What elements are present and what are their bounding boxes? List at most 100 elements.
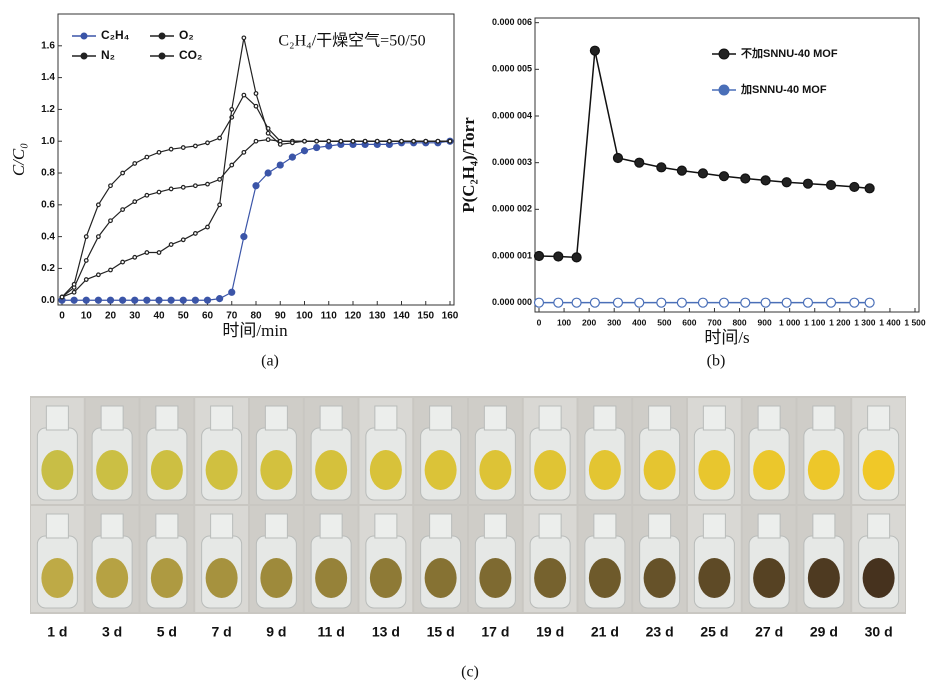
data-point bbox=[314, 138, 320, 144]
jar-photo bbox=[304, 398, 358, 504]
x-tick-label: 140 bbox=[393, 311, 410, 322]
legend-marker bbox=[80, 32, 88, 40]
data-point bbox=[676, 165, 687, 176]
data-point bbox=[167, 296, 175, 304]
data-point bbox=[108, 218, 113, 224]
day-label: 23 d bbox=[646, 624, 674, 640]
data-point bbox=[71, 289, 77, 295]
data-point bbox=[447, 138, 453, 144]
data-point bbox=[740, 173, 751, 184]
banana bbox=[96, 450, 129, 490]
x-tick-label: 60 bbox=[202, 311, 214, 322]
data-point bbox=[849, 297, 860, 308]
x-tick-label: 50 bbox=[178, 311, 190, 322]
banana bbox=[862, 450, 895, 490]
jar-neck bbox=[867, 513, 891, 539]
data-point bbox=[411, 138, 417, 144]
jar-neck bbox=[483, 405, 507, 431]
jar-photo bbox=[633, 506, 686, 612]
x-tick-label: 150 bbox=[417, 311, 434, 322]
jar-neck bbox=[702, 513, 726, 539]
jar-neck bbox=[210, 513, 234, 539]
plot-frame bbox=[534, 17, 920, 313]
jar-photo bbox=[742, 506, 796, 612]
day-label: 21 d bbox=[591, 624, 619, 640]
data-point bbox=[252, 182, 260, 190]
y-tick-label: 1.0 bbox=[41, 136, 55, 147]
data-point bbox=[362, 138, 368, 144]
caption: (a) bbox=[261, 353, 279, 370]
data-point bbox=[144, 154, 150, 160]
legend-label: N₂ bbox=[101, 48, 115, 62]
data-point bbox=[612, 297, 624, 308]
day-label: 5 d bbox=[157, 624, 177, 640]
banana bbox=[41, 558, 74, 598]
data-point bbox=[144, 192, 150, 198]
data-point bbox=[119, 296, 127, 304]
jar-neck bbox=[374, 405, 398, 431]
data-point bbox=[781, 297, 792, 308]
data-point bbox=[132, 161, 138, 166]
data-point bbox=[656, 162, 667, 173]
data-point bbox=[191, 296, 199, 304]
banana bbox=[96, 558, 129, 598]
banana bbox=[534, 558, 567, 598]
jar-neck bbox=[155, 513, 179, 539]
x-tick-label: 1 100 bbox=[804, 317, 826, 327]
banana bbox=[534, 450, 567, 490]
data-point bbox=[740, 297, 751, 308]
jar-neck bbox=[702, 405, 726, 431]
data-point bbox=[192, 231, 198, 236]
banana bbox=[424, 558, 457, 598]
banana bbox=[315, 450, 348, 490]
data-point bbox=[168, 186, 174, 192]
day-label: 11 d bbox=[318, 624, 345, 640]
x-tick-label: 300 bbox=[607, 317, 621, 327]
day-label: 15 d bbox=[427, 624, 455, 640]
jar-neck bbox=[648, 513, 672, 539]
jar-photo bbox=[523, 506, 577, 612]
jar-neck bbox=[812, 405, 836, 431]
data-point bbox=[589, 45, 600, 56]
x-tick-label: 10 bbox=[81, 311, 93, 322]
data-point bbox=[205, 140, 210, 146]
y-tick-label: 0.2 bbox=[41, 263, 55, 274]
legend-label: C₂H₄ bbox=[101, 28, 130, 42]
data-point bbox=[180, 184, 186, 190]
data-point bbox=[656, 297, 667, 308]
jar-photo bbox=[797, 506, 851, 612]
banana bbox=[41, 450, 74, 490]
jar-photo bbox=[359, 506, 413, 612]
data-point bbox=[825, 179, 837, 191]
banana bbox=[260, 558, 293, 598]
x-tick-label: 80 bbox=[250, 311, 262, 322]
data-point bbox=[864, 297, 875, 308]
data-point bbox=[132, 199, 138, 205]
banana bbox=[807, 558, 840, 598]
data-point bbox=[864, 183, 875, 194]
y-tick-label: 0.000 004 bbox=[492, 110, 532, 120]
data-point bbox=[241, 92, 247, 98]
data-point bbox=[155, 296, 163, 304]
x-tick-label: 0 bbox=[537, 317, 542, 327]
data-point bbox=[83, 258, 89, 263]
x-axis-label: 时间/s bbox=[704, 328, 749, 347]
jar-photo bbox=[523, 398, 577, 504]
banana bbox=[753, 450, 786, 490]
x-tick-label: 200 bbox=[582, 317, 596, 327]
x-tick-label: 40 bbox=[153, 311, 165, 322]
banana bbox=[588, 558, 621, 598]
jar-photo bbox=[195, 506, 248, 612]
legend-label: CO₂ bbox=[179, 48, 202, 62]
jar-neck bbox=[538, 405, 562, 431]
data-point bbox=[718, 297, 730, 308]
x-tick-label: 20 bbox=[105, 311, 117, 322]
jar-neck bbox=[264, 513, 288, 539]
banana bbox=[424, 450, 457, 490]
plot-frame bbox=[57, 13, 455, 306]
data-point bbox=[313, 143, 321, 152]
data-point bbox=[120, 207, 126, 212]
jar-photo bbox=[31, 398, 84, 504]
data-point bbox=[612, 152, 624, 164]
